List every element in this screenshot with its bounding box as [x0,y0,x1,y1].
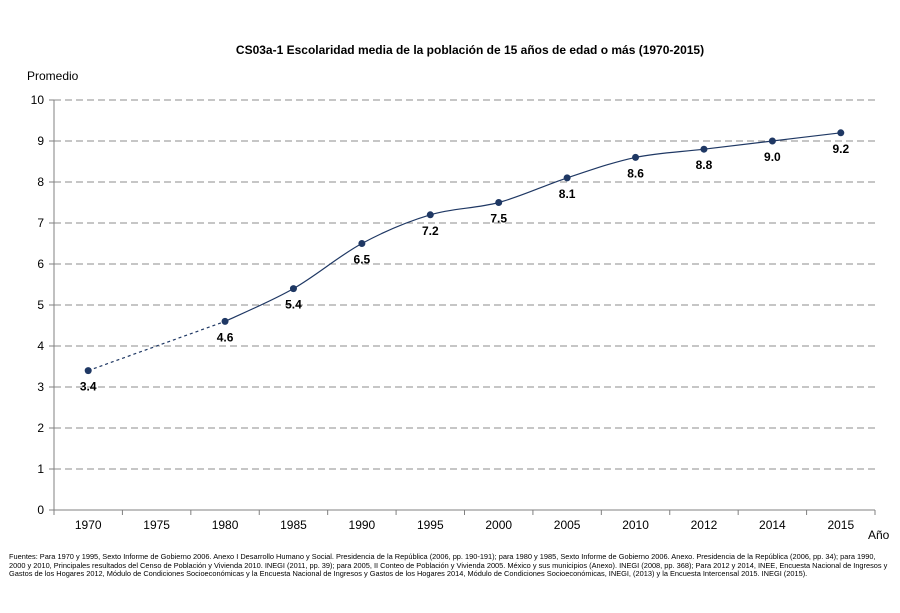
x-tick-label: 2000 [485,518,512,532]
data-labels: 3.4 4.6 5.4 6.5 7.2 7.5 8.1 8.6 8.8 9.0 9.2 [80,142,850,394]
y-tick-label: 9 [37,134,44,148]
dashed-segment [88,320,226,372]
data-point [563,174,571,182]
y-tick-label: 6 [37,257,44,271]
data-point [700,145,708,153]
y-tick-label: 5 [37,298,44,312]
x-tick-label: 1975 [143,518,170,532]
x-tick-label: 2012 [691,518,718,532]
y-tick-label: 2 [37,421,44,435]
data-label: 4.6 [217,330,234,344]
y-axis-label: Promedio [27,69,79,83]
y-tick-label: 4 [37,339,44,353]
y-tick-label: 7 [37,216,44,230]
x-tick-label: 2005 [554,518,581,532]
data-points [84,129,845,375]
data-label: 9.2 [832,142,849,156]
data-point [632,153,640,161]
x-tick-label: 1985 [280,518,307,532]
y-tick-label: 3 [37,380,44,394]
axes [49,99,876,515]
data-point [837,129,845,137]
x-tick-labels: 1970 1975 1980 1985 1990 1995 2000 2005 2010 2012… [75,518,855,532]
data-label: 8.1 [559,187,576,201]
data-label: 7.5 [490,212,507,226]
x-tick-label: 1980 [212,518,239,532]
sources-note: Fuentes: Para 1970 y 1995, Sexto Informe… [9,552,888,579]
data-label: 7.2 [422,224,439,238]
line-chart: CS03a-1 Escolaridad media de la població… [27,43,890,542]
data-label: 9.0 [764,150,781,164]
x-tick-label: 1995 [417,518,444,532]
x-axis-label: Año [868,528,890,542]
chart-title: CS03a-1 Escolaridad media de la població… [236,43,704,57]
x-tick-label: 2014 [759,518,786,532]
x-tick-label: 1970 [75,518,102,532]
data-point [426,211,434,219]
y-tick-labels: 0 1 2 3 4 5 6 7 8 9 10 [31,93,45,517]
y-tick-label: 10 [31,93,45,107]
x-tick-label: 2015 [827,518,854,532]
x-tick-label: 2010 [622,518,649,532]
series-line [88,132,841,372]
data-point [495,199,503,206]
data-point [289,285,297,293]
data-label: 6.5 [354,253,371,267]
data-point [358,240,366,247]
gridlines [54,99,875,470]
data-label: 5.4 [285,298,302,312]
data-label: 3.4 [80,380,97,394]
x-tick-label: 1990 [349,518,376,532]
data-label: 8.8 [696,158,713,172]
y-tick-label: 8 [37,175,44,189]
y-tick-label: 1 [37,462,44,476]
y-tick-label: 0 [37,503,44,517]
data-point [221,317,229,325]
data-label: 8.6 [627,166,644,180]
solid-line [224,132,841,322]
data-point [84,367,92,375]
data-point [768,137,776,145]
